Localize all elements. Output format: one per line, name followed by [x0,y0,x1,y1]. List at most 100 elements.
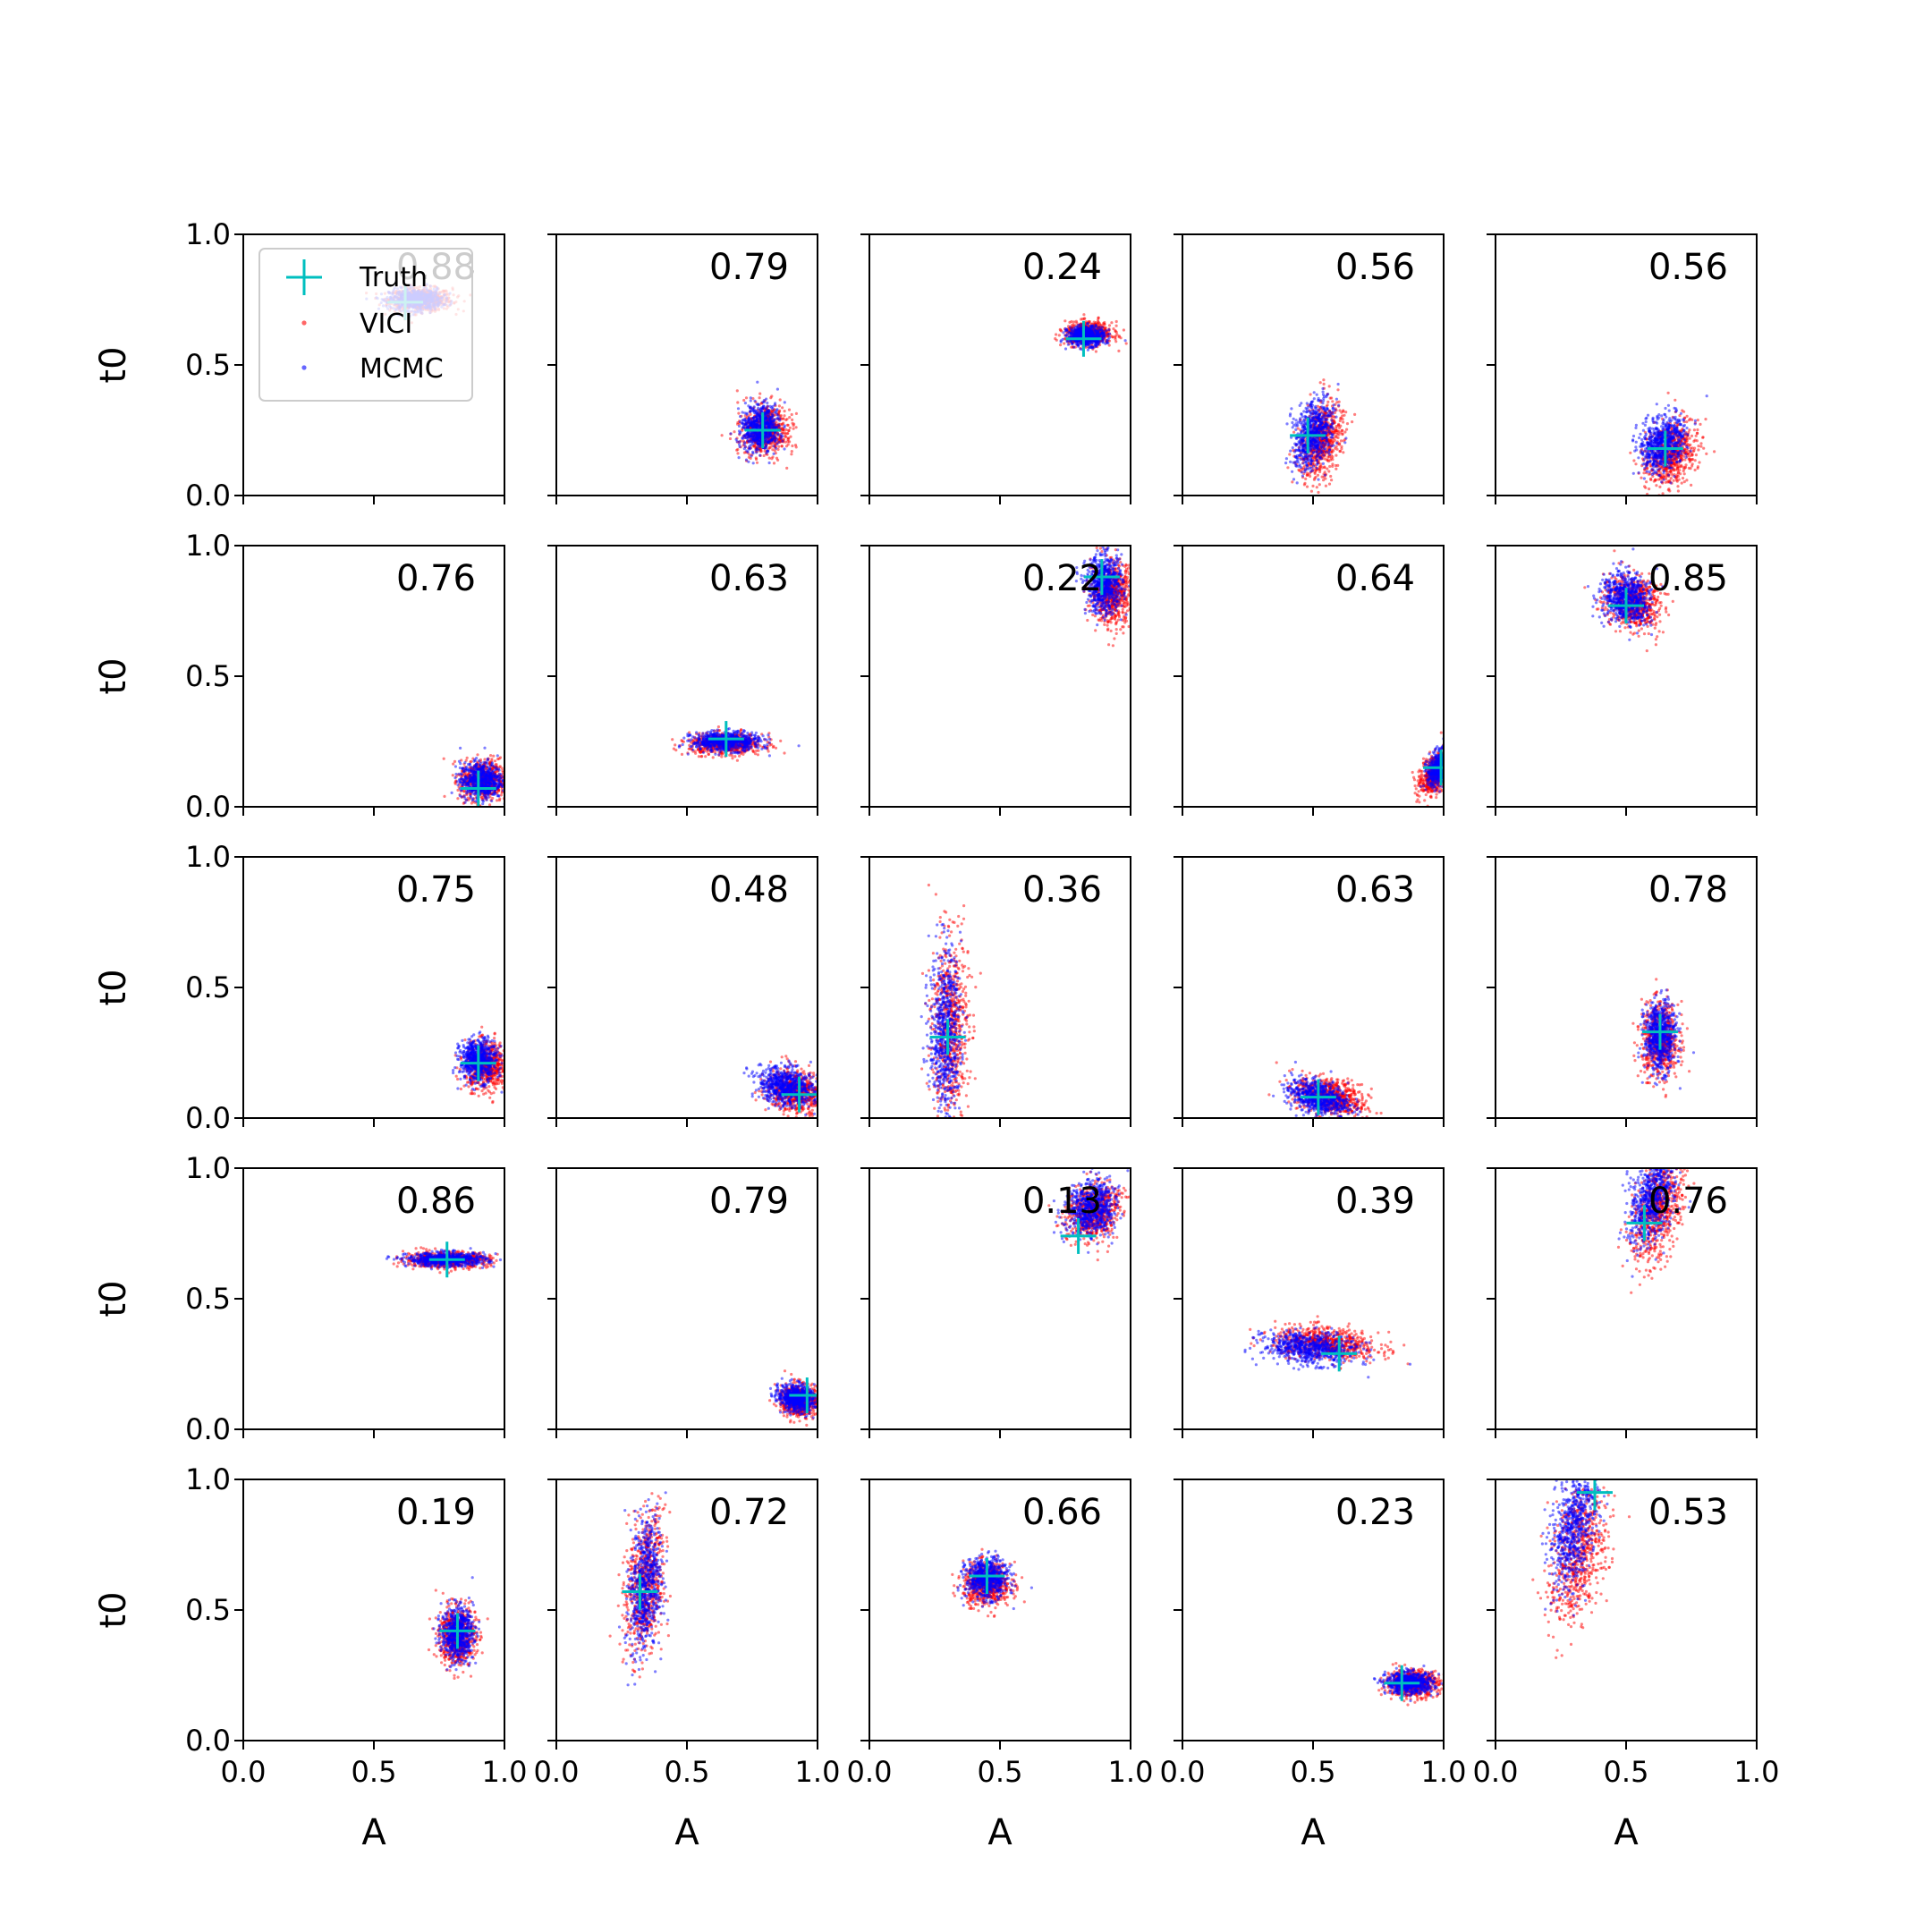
vici-samples-point [771,448,775,452]
vici-samples-point [787,436,791,440]
vici-samples-point [1055,338,1058,342]
mcmc-samples-point [783,447,786,451]
mcmc-samples-point [1326,451,1330,454]
vici-samples-point [758,392,762,395]
mcmc-samples-point [767,411,771,414]
vici-samples-point [1318,470,1322,474]
mcmc-samples-point [766,401,769,405]
vici-samples-point [758,396,761,400]
mcmc-samples-point [770,412,774,416]
mcmc-samples-point [1080,331,1083,335]
vici-samples-point [1316,473,1320,477]
vici-samples-point [1337,433,1341,436]
vici-samples-point [742,451,747,454]
mcmc-samples-point [744,458,749,462]
vici-samples-point [1335,401,1339,404]
vici-samples-point [791,421,794,425]
mcmc-samples-point [1077,323,1080,326]
mcmc-samples-point [1077,343,1080,347]
mcmc-samples-point [1323,447,1327,451]
mcmc-samples-point [757,440,760,444]
mcmc-samples-point [764,445,768,448]
mcmc-samples-point [737,429,741,433]
vici-samples-point [788,426,792,429]
mcmc-samples-point [1079,326,1082,330]
mcmc-samples-point [765,419,768,423]
vici-samples-point [755,461,759,464]
vici-samples-point [736,401,740,404]
vici-samples-point [1334,446,1337,450]
vici-samples-point [1304,477,1308,481]
vici-samples-point [1055,333,1058,336]
mcmc-samples-point [752,405,756,409]
mcmc-samples-point [757,411,761,415]
mcmc-samples-point [1295,443,1299,446]
mcmc-samples-point [749,420,753,424]
vici-samples-point [1313,470,1317,474]
vici-samples-point [1114,335,1117,338]
vici-samples-point [748,453,751,456]
mcmc-samples-point [1069,340,1072,343]
mcmc-samples-point [1330,419,1334,422]
mcmc-samples-point [765,397,768,401]
mcmc-samples-point [1062,331,1065,335]
vici-samples-point [1324,457,1327,461]
vici-samples-point [1341,414,1344,418]
mcmc-samples-point [1335,441,1339,445]
mcmc-samples-point [1089,330,1093,334]
mcmc-samples-point [1059,340,1063,343]
mcmc-samples-point [775,442,779,446]
mcmc-samples-point [768,433,772,436]
panel-r0-c3: 0.56 [1174,233,1445,504]
mcmc-samples-point [1073,328,1077,332]
vici-samples-point [1333,419,1336,423]
vici-samples-point [1335,425,1338,428]
vici-samples-point [1339,439,1343,443]
mcmc-samples-point [1073,331,1077,335]
mcmc-samples-point [749,396,752,400]
mcmc-samples-point [1331,421,1335,425]
mcmc-samples-point [1079,334,1083,337]
mcmc-samples-point [1070,328,1073,332]
mcmc-samples-point [1085,326,1089,329]
mcmc-samples-point [1309,470,1312,473]
mcmc-samples-point [1064,334,1068,337]
mcmc-samples-point [758,445,762,448]
vici-samples-point [1322,378,1326,382]
vici-samples-point [775,456,779,460]
vici-samples-point [1328,396,1332,400]
mcmc-samples-point [741,426,744,429]
vici-samples-point [1323,466,1326,470]
mcmc-samples-point [777,440,781,444]
mcmc-samples-point [1295,464,1299,468]
mcmc-samples-point [1301,462,1305,465]
vici-samples-point [744,396,749,400]
mcmc-samples-point [750,434,753,437]
vici-samples-point [1324,484,1327,487]
vici-samples-point [1353,412,1357,416]
mcmc-samples-point [1071,342,1074,345]
mcmc-samples-point [1106,333,1110,336]
mcmc-samples-point [758,439,762,443]
vici-samples-point [1117,349,1121,352]
vici-samples-point [1331,464,1335,469]
vici-samples-point [772,462,776,465]
y-axis-label: t0 [93,346,134,383]
vici-samples-point [781,406,784,410]
vici-samples-point [1343,430,1347,434]
mcmc-samples-point [775,387,780,391]
vici-samples-point [1305,473,1309,477]
y-tick-label: 0.5 [185,348,231,382]
mcmc-samples-point [1321,436,1325,440]
vici-samples-point [1331,400,1335,403]
mcmc-samples-point [1315,393,1318,396]
mcmc-samples-point [756,380,759,384]
vici-samples-point [747,455,751,459]
mcmc-samples-point [1064,328,1068,333]
mcmc-samples-point [1292,461,1295,464]
vici-samples-point [753,445,757,449]
vici-samples-point [1329,474,1333,479]
mcmc-samples-point [1067,335,1072,338]
vici-samples-point [785,418,789,421]
vici-samples-point [1331,441,1335,445]
